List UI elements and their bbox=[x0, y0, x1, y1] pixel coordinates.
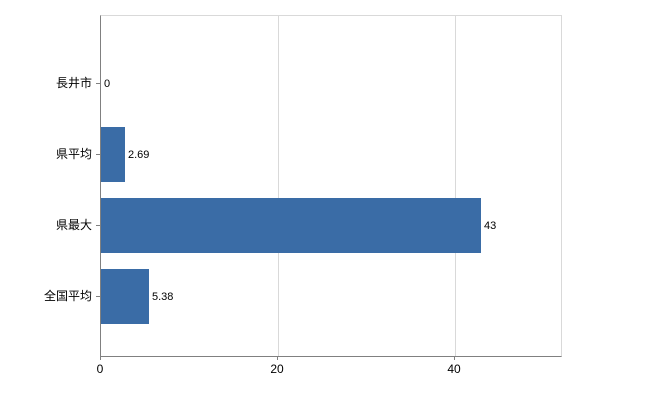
x-axis-tick-label: 20 bbox=[270, 362, 284, 376]
bar bbox=[101, 198, 481, 253]
x-axis-tick-label: 40 bbox=[447, 362, 461, 376]
gridline bbox=[278, 16, 279, 356]
bar-value-label: 5.38 bbox=[152, 291, 174, 303]
plot-area: 0 2.69 43 5.38 bbox=[100, 15, 562, 357]
bar-value-label: 2.69 bbox=[128, 149, 150, 161]
category-label: 県平均 bbox=[55, 147, 92, 161]
category-label: 県最大 bbox=[55, 218, 92, 232]
x-axis-tick-mark bbox=[454, 356, 455, 360]
bar-value-label: 0 bbox=[104, 78, 111, 90]
x-axis-tick-mark bbox=[100, 356, 101, 360]
bar bbox=[101, 127, 125, 182]
x-axis-tick-mark bbox=[277, 356, 278, 360]
x-axis-tick-label: 0 bbox=[96, 362, 104, 376]
category-label: 長井市 bbox=[55, 76, 92, 90]
category-label: 全国平均 bbox=[43, 289, 92, 303]
y-axis-tick-mark bbox=[96, 296, 100, 297]
bar bbox=[101, 269, 149, 324]
y-axis-tick-mark bbox=[96, 225, 100, 226]
y-axis-tick-mark bbox=[96, 154, 100, 155]
y-axis-tick-mark bbox=[96, 83, 100, 84]
bar-value-label: 43 bbox=[484, 220, 497, 232]
gridline bbox=[455, 16, 456, 356]
